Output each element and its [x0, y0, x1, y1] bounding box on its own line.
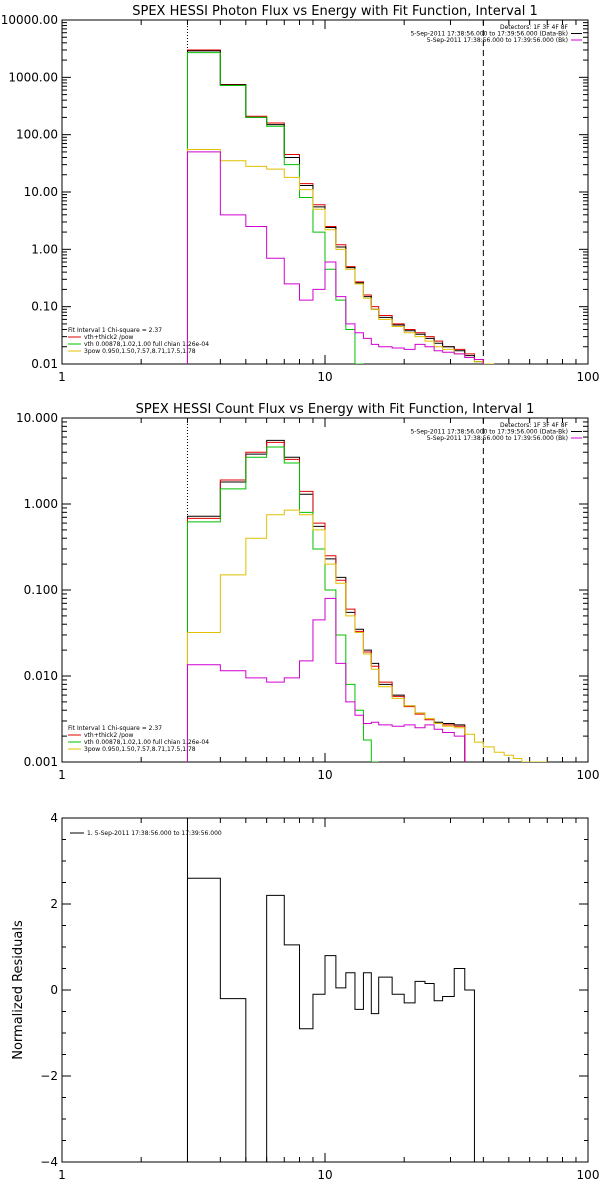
x-tick-label: 10: [317, 768, 332, 782]
x-tick-label: 1: [58, 768, 66, 782]
x-tick-label: 10: [317, 1168, 332, 1182]
series-line: [186, 50, 484, 364]
photon-flux-panel: SPEX HESSI Photon Flux vs Energy with Fi…: [1, 4, 600, 384]
legend-entry: 5-Sep-2011 17:38:56.000 to 17:39:56.000 …: [410, 429, 568, 436]
plot-frame: [61, 19, 589, 365]
series-line: [186, 597, 466, 762]
y-tick-label: 4: [50, 811, 58, 825]
series-line: [186, 509, 548, 762]
series-line: [186, 52, 364, 364]
legend-entry: Fit Interval 1 Chi-square = 2.37: [68, 725, 162, 732]
x-tick-label: 1: [58, 1168, 66, 1182]
legend-entry: vth+thick2 /pow: [84, 732, 134, 739]
y-tick-label: 10.000: [16, 411, 58, 425]
y-tick-label: 1000.00: [8, 70, 58, 84]
panel-title: SPEX HESSI Count Flux vs Energy with Fit…: [136, 402, 535, 417]
series-line: [186, 441, 466, 762]
legend-entry: vth 0.00878,1.02,1.00 full chian 1.26e-0…: [84, 739, 209, 746]
series-line: [186, 877, 475, 1162]
x-tick-label: 100: [577, 768, 600, 782]
y-tick-label: 0.010: [24, 669, 58, 683]
residuals-panel: Normalized Residuals 1 10 100 −4 −2 0 2 4 1. 5-S…: [11, 811, 599, 1182]
count-flux-panel: SPEX HESSI Count Flux vs Energy with Fit…: [16, 402, 599, 782]
y-tick-label: 0.01: [31, 357, 58, 371]
y-tick-label: 10.00: [24, 185, 58, 199]
y-tick-label: −4: [40, 1155, 58, 1169]
y-tick-label: −2: [40, 1069, 58, 1083]
y-tick-label: 0: [50, 983, 58, 997]
legend-entry: vth+thick2 /pow: [84, 334, 134, 341]
legend-entry: 1. 5-Sep-2011 17:38:56.000 to 17:39:56.0…: [87, 830, 222, 837]
plot-area: [186, 818, 475, 1162]
y-tick-label: 1.000: [24, 497, 58, 511]
y-tick-label: 0.10: [31, 300, 58, 314]
legend-entry: 5-Sep-2011 17:38:56.000 to 17:39:56.000 …: [427, 435, 568, 442]
legend-entry: 5-Sep-2011 17:38:56.000 to 17:39:56.000 …: [410, 31, 568, 38]
y-tick-label: 2: [50, 897, 58, 911]
series-line: [186, 446, 379, 762]
y-tick-label: 100.00: [16, 128, 58, 142]
legend-entry: vth 0.00878,1.02,1.00 full chian 1.26e-0…: [84, 341, 209, 348]
y-tick-label: 1.00: [31, 242, 58, 256]
y-axis-label: Normalized Residuals: [11, 920, 26, 1060]
plot-area: [186, 20, 495, 364]
series-line: [186, 151, 484, 364]
y-tick-label: 10000.00: [1, 13, 58, 27]
x-tick-label: 1: [58, 370, 66, 384]
panel-title: SPEX HESSI Photon Flux vs Energy with Fi…: [132, 4, 538, 19]
series-line: [186, 149, 495, 364]
legend-entry: 5-Sep-2011 17:38:56.000 to 17:39:56.000 …: [427, 37, 568, 44]
y-tick-label: 0.001: [24, 755, 58, 769]
y-tick-label: 0.100: [24, 583, 58, 597]
legend-entry: Detectors: 1F 3F 4F 8F: [500, 422, 569, 429]
x-tick-label: 100: [577, 1168, 600, 1182]
series-line: [186, 49, 484, 364]
x-tick-label: 10: [317, 370, 332, 384]
plot-area: [186, 418, 548, 762]
x-tick-label: 100: [577, 370, 600, 384]
legend-entry: Detectors: 1F 3F 4F 8F: [500, 24, 569, 31]
legend-entry: 3pow 0.950,1.50,7.57,8.71,17.5,1.78: [84, 746, 196, 753]
legend-entry: Fit Interval 1 Chi-square = 2.37: [68, 327, 162, 334]
legend-entry: 3pow 0.950,1.50,7.57,8.71,17.5,1.78: [84, 348, 196, 355]
